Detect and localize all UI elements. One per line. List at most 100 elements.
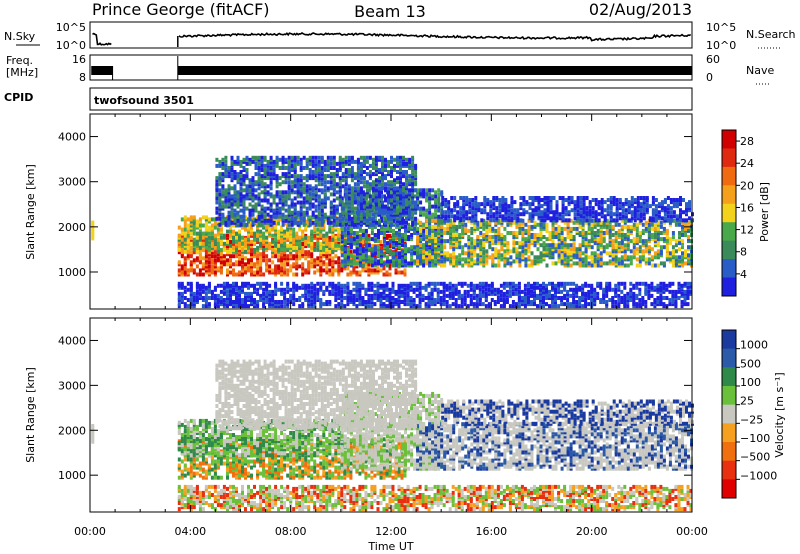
power-cell [379, 283, 383, 288]
power-cell [274, 237, 278, 242]
power-cell [659, 261, 663, 266]
power-cell [355, 247, 359, 252]
power-cell [400, 283, 404, 288]
power-cell [674, 239, 678, 244]
power-cell [662, 281, 666, 286]
power-cell [671, 293, 675, 298]
power-cell [376, 281, 380, 286]
power-cell [334, 283, 338, 288]
power-cell [533, 255, 537, 260]
power-cell [514, 291, 518, 296]
power-cell [263, 182, 267, 187]
power-cell [256, 281, 260, 286]
power-cell [340, 245, 344, 250]
power-cell [192, 268, 196, 273]
power-cell [298, 227, 302, 232]
power-cell [352, 293, 356, 298]
power-cell [343, 289, 347, 294]
power-cell [650, 247, 654, 252]
power-cell [517, 296, 521, 300]
power-cell [572, 287, 576, 292]
power-cell [222, 241, 226, 246]
nave-tick-bottom: 0 [706, 71, 713, 84]
power-cell [563, 296, 567, 300]
power-cell [572, 253, 576, 258]
power-cell [494, 263, 498, 268]
power-cell [484, 281, 488, 286]
power-cell [520, 302, 524, 307]
power-cell [218, 188, 222, 193]
power-cell [578, 261, 582, 266]
power-cell [394, 289, 398, 294]
power-cell [614, 257, 618, 262]
power-cell [422, 188, 426, 193]
power-cell [230, 155, 234, 160]
power-cell [445, 304, 449, 309]
power-cell [425, 241, 429, 246]
power-cell [189, 302, 193, 307]
power-cell [428, 255, 432, 260]
power-cell [681, 263, 684, 268]
power-cell [656, 289, 660, 294]
power-cell [244, 266, 247, 271]
power-cell [265, 300, 269, 304]
power-cell [400, 289, 404, 294]
power-cell [262, 235, 266, 240]
power-cell [271, 225, 275, 230]
power-cell [490, 281, 494, 286]
power-cell [183, 270, 187, 275]
power-cell [512, 249, 516, 254]
power-cell [256, 291, 260, 296]
power-cell [180, 264, 184, 269]
power-cell [416, 251, 420, 256]
power-cell [445, 283, 449, 288]
power-cell [257, 216, 261, 221]
power-cell [398, 259, 401, 264]
power-cell [617, 281, 621, 286]
power-cell [475, 293, 479, 298]
power-cell [334, 260, 338, 265]
nsky-line [92, 32, 692, 46]
power-cell [207, 225, 211, 230]
power-cell [668, 241, 672, 246]
power-cell [443, 245, 447, 250]
power-cell [238, 245, 241, 250]
power-cell [416, 243, 420, 248]
power-cell [301, 283, 305, 288]
power-cell [355, 281, 359, 286]
power-cell [575, 231, 579, 235]
power-cell [238, 285, 241, 290]
power-cell [260, 168, 264, 172]
power-cell [298, 235, 302, 240]
power-cell [301, 242, 305, 246]
power-cell [247, 291, 250, 296]
power-cell [180, 281, 184, 286]
power-cell [647, 283, 651, 288]
power-cell [380, 249, 383, 254]
power-cell [590, 259, 594, 264]
power-cell [358, 293, 362, 298]
power-cell [428, 263, 432, 268]
power-cell [218, 216, 222, 221]
power-cell [470, 237, 474, 242]
power-cell [380, 216, 383, 221]
power-cell [578, 249, 582, 254]
power-cell [677, 296, 681, 300]
power-cell [286, 298, 290, 302]
power-cell [557, 253, 561, 258]
power-cell [533, 259, 537, 264]
power-cell [680, 300, 684, 304]
power-cell [201, 223, 205, 228]
power-cell [313, 296, 317, 300]
power-cell [425, 212, 429, 217]
power-cell [416, 235, 420, 239]
power-cell [614, 255, 618, 260]
power-cell [224, 155, 228, 160]
power-cell [394, 302, 398, 307]
power-cell [524, 228, 528, 233]
power-cell [407, 261, 411, 266]
power-cell [448, 285, 452, 290]
power-cell [233, 192, 237, 197]
power-cell [177, 239, 181, 244]
power-cell [596, 220, 600, 225]
